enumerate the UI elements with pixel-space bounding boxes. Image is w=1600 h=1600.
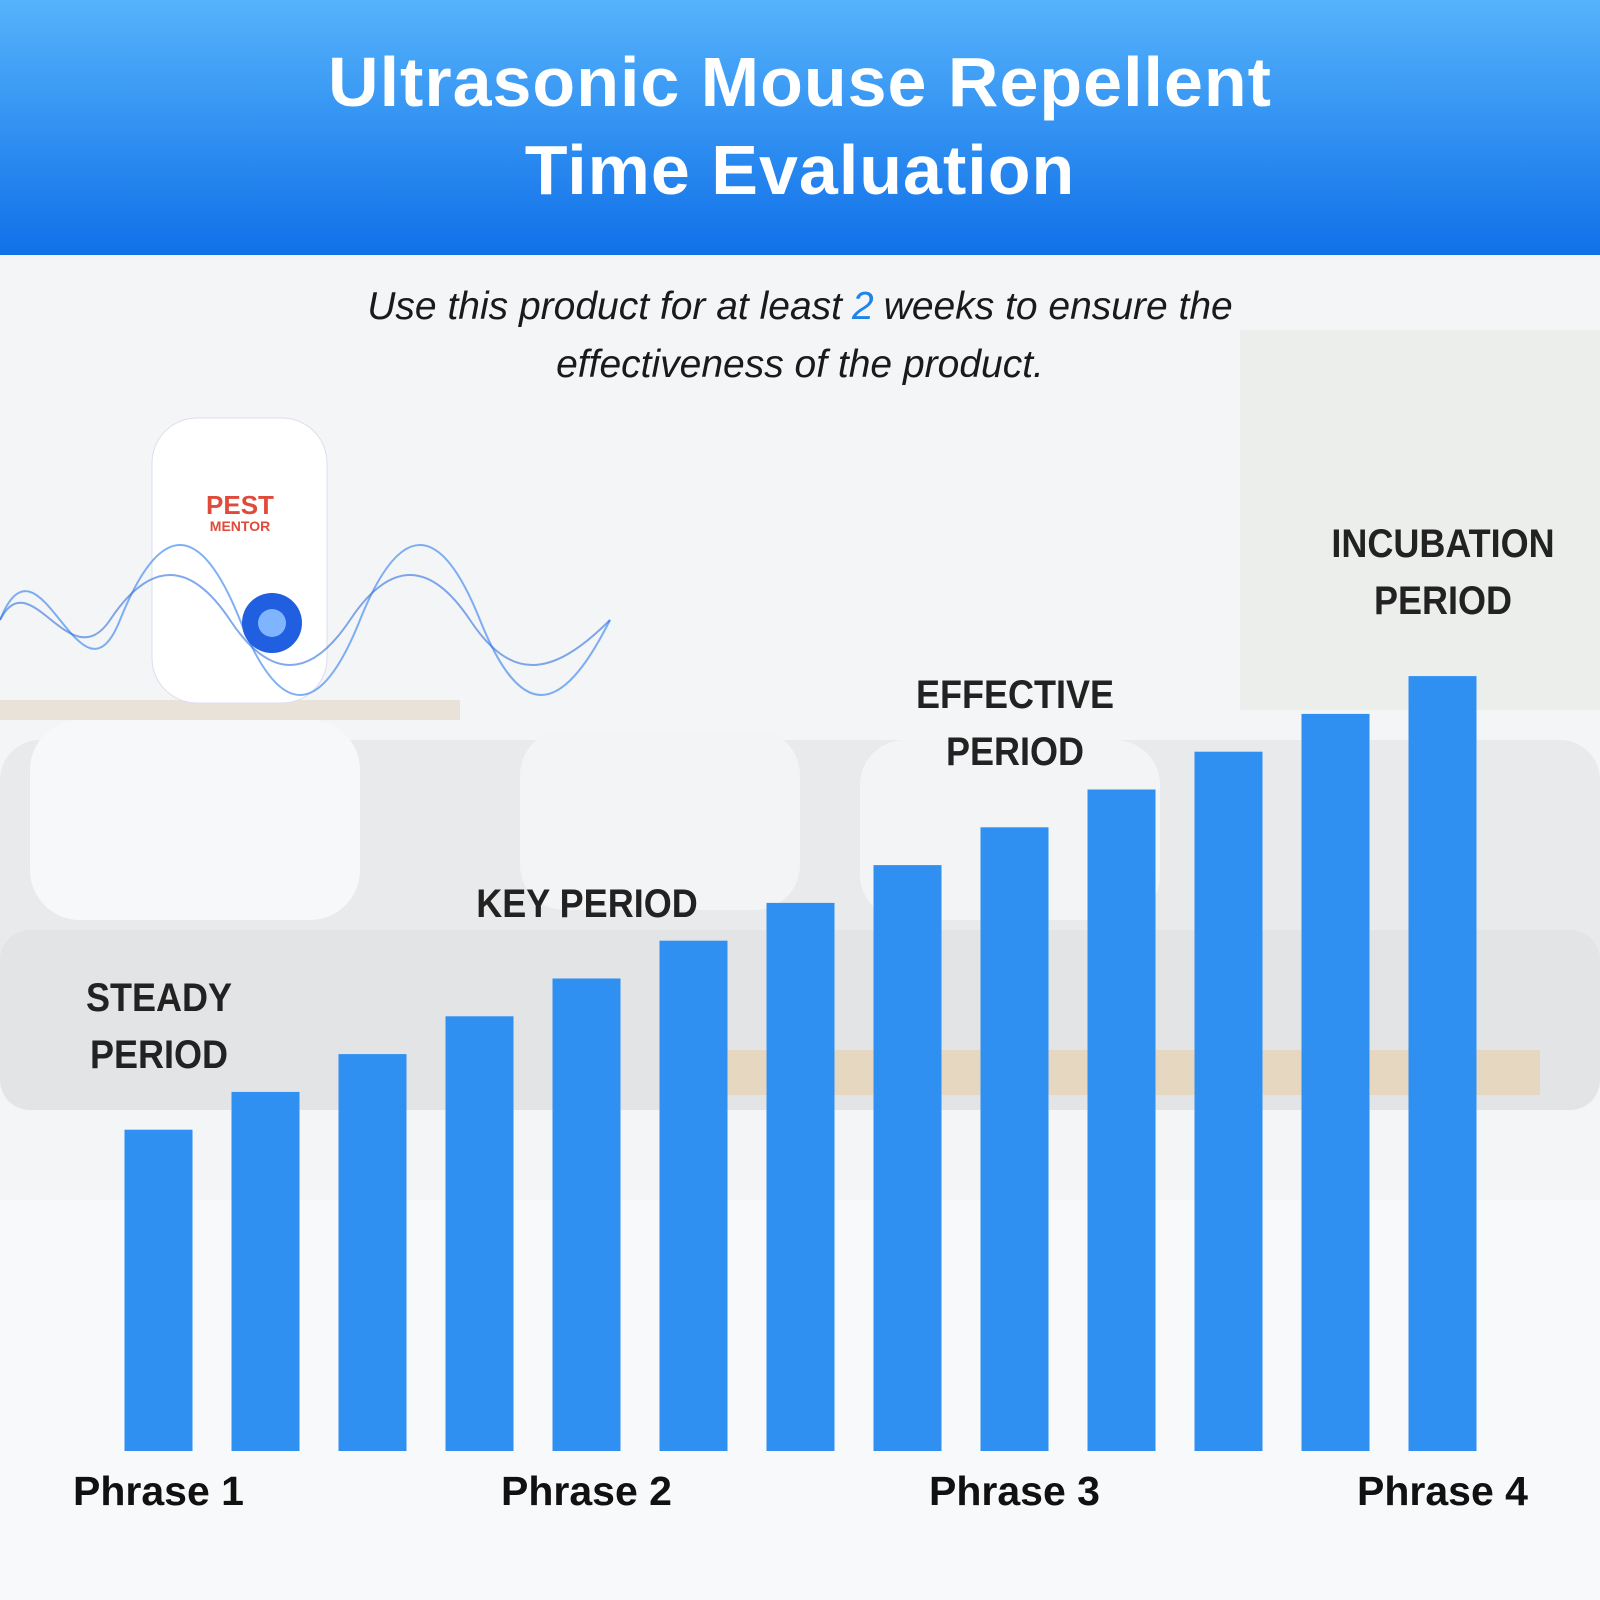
period-label: KEY PERIOD — [475, 881, 698, 926]
window — [1240, 330, 1600, 710]
bar — [124, 1129, 193, 1451]
bar — [659, 940, 728, 1451]
bar — [873, 865, 942, 1451]
x-tick-label: Phrase 2 — [501, 1468, 672, 1514]
bar — [445, 1016, 514, 1451]
period-label: EFFECTIVE PERIOD — [915, 673, 1114, 775]
x-tick-label: Phrase 4 — [1357, 1468, 1528, 1514]
bar — [1194, 751, 1263, 1451]
period-label: STEADY PERIOD — [85, 975, 232, 1077]
shelf — [0, 700, 460, 720]
cushion — [30, 720, 360, 920]
wave — [0, 574, 611, 666]
subtitle: Use this product for at least 2 weeks to e… — [260, 278, 1340, 394]
brand-text: PEST — [206, 490, 274, 520]
brand-text: MENTOR — [209, 518, 271, 534]
subtitle-highlight: 2 — [851, 285, 874, 328]
bar — [552, 978, 621, 1451]
bar — [980, 827, 1049, 1451]
bar — [1087, 789, 1156, 1451]
bar — [1408, 676, 1477, 1451]
subtitle-text: weeks to ensure the effectiveness of the… — [556, 285, 1233, 386]
bar — [231, 1091, 300, 1451]
period-label: INCUBATION PERIOD — [1330, 522, 1555, 624]
bar — [766, 902, 835, 1451]
wave — [0, 544, 611, 696]
cushion — [520, 730, 800, 910]
header — [0, 0, 1600, 255]
device-light — [258, 609, 286, 637]
x-tick-label: Phrase 3 — [929, 1468, 1100, 1514]
x-tick-label: Phrase 1 — [73, 1468, 244, 1514]
subtitle-text: Use this product for at least — [367, 285, 842, 328]
bar — [1301, 713, 1370, 1451]
bar — [338, 1054, 407, 1451]
chart-title: Ultrasonic Mouse Repellent Time Evaluati… — [328, 43, 1272, 209]
